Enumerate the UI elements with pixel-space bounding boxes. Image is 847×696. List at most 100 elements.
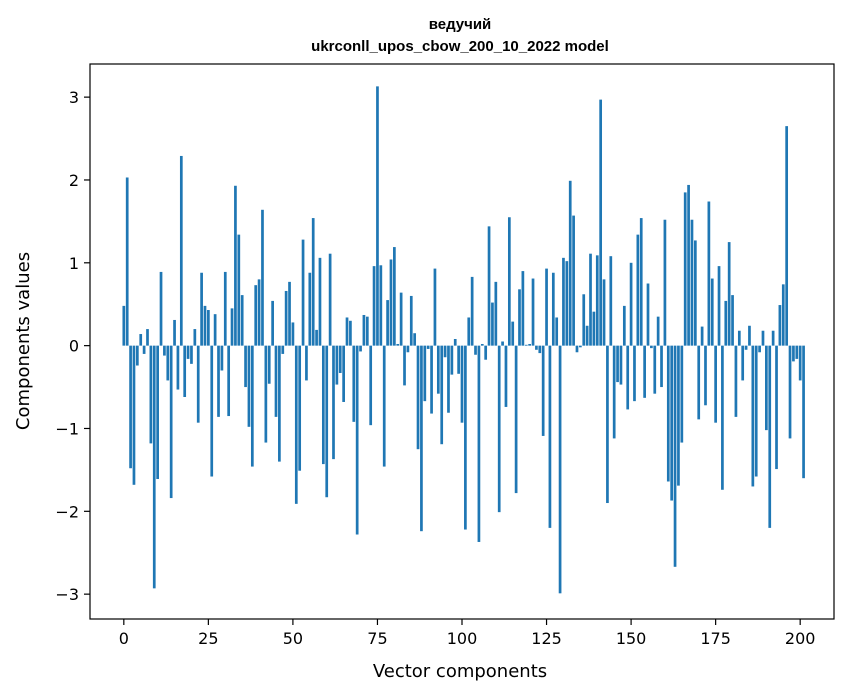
bar (406, 345, 410, 353)
bar (524, 344, 528, 346)
y-tick-label: 1 (69, 254, 79, 273)
bar (338, 345, 342, 373)
bar (639, 218, 643, 346)
bar (575, 345, 579, 353)
bar (207, 310, 210, 346)
bar (301, 239, 305, 346)
bar (545, 268, 548, 346)
y-tick-label: 3 (69, 88, 79, 107)
bar (518, 289, 521, 346)
bar (541, 345, 545, 436)
bar (247, 345, 251, 427)
bar (281, 345, 285, 354)
bar (758, 345, 761, 353)
bar (142, 345, 146, 354)
bar (183, 345, 187, 397)
bar (284, 290, 288, 346)
bar (135, 345, 139, 366)
bar (457, 345, 460, 374)
bar (609, 256, 613, 346)
bar (761, 330, 765, 346)
bar (521, 271, 525, 346)
bar (169, 345, 173, 499)
y-tick-label: −2 (55, 502, 79, 521)
bar (690, 219, 694, 346)
bar (186, 345, 190, 359)
bar (585, 325, 589, 346)
bar (315, 329, 318, 346)
x-tick-label: 100 (447, 629, 478, 648)
bar (555, 317, 559, 346)
bar (355, 345, 359, 535)
bar (125, 177, 129, 346)
bar (538, 345, 542, 354)
x-tick-label: 75 (367, 629, 387, 648)
bar (622, 305, 626, 346)
bar (487, 226, 491, 346)
bar (132, 345, 136, 485)
bar (768, 345, 772, 528)
bar (244, 345, 247, 388)
bar (223, 271, 227, 346)
bar (602, 279, 606, 346)
bar (477, 345, 481, 542)
bar (359, 345, 362, 352)
bar (680, 345, 684, 443)
x-tick-label: 25 (198, 629, 218, 648)
bar (311, 218, 315, 346)
bar (775, 345, 778, 470)
bar (335, 345, 339, 385)
bar (531, 278, 535, 346)
bar (494, 281, 498, 346)
bar (230, 308, 234, 346)
bar (717, 266, 721, 346)
bar (731, 295, 734, 346)
bar (152, 345, 156, 589)
bar (795, 345, 799, 359)
bar (220, 345, 224, 371)
bar (693, 240, 697, 346)
bar (707, 201, 711, 346)
bar (430, 345, 433, 414)
bar (190, 345, 193, 364)
bar (217, 345, 220, 417)
y-tick-label: −3 (55, 585, 79, 604)
bar (504, 345, 508, 407)
chart-title: ведучий (429, 16, 492, 33)
bar (426, 345, 430, 349)
bars-group (122, 86, 805, 594)
bar (291, 322, 295, 346)
bar (572, 215, 575, 346)
bar (372, 266, 376, 346)
bar (535, 345, 538, 350)
bar (396, 343, 400, 346)
bar (737, 330, 741, 346)
bar (616, 345, 619, 383)
bar (670, 345, 674, 501)
bar (267, 345, 271, 384)
bar (721, 345, 724, 490)
bar (612, 345, 616, 439)
bar (318, 257, 322, 346)
bar (562, 257, 565, 346)
bar (288, 281, 291, 346)
bar (629, 262, 633, 346)
bar (436, 345, 440, 394)
bar (213, 314, 217, 346)
bar (149, 345, 153, 444)
bar (139, 334, 143, 346)
bar (582, 294, 586, 346)
bar (792, 345, 795, 362)
bar (565, 261, 569, 346)
bar (687, 184, 690, 346)
bar (122, 305, 126, 346)
bar (382, 345, 386, 467)
bar (393, 247, 396, 346)
bar (413, 333, 417, 346)
bar (254, 285, 258, 346)
bar (420, 345, 423, 532)
bar (704, 345, 707, 406)
bar (788, 345, 792, 439)
bar (751, 345, 755, 487)
